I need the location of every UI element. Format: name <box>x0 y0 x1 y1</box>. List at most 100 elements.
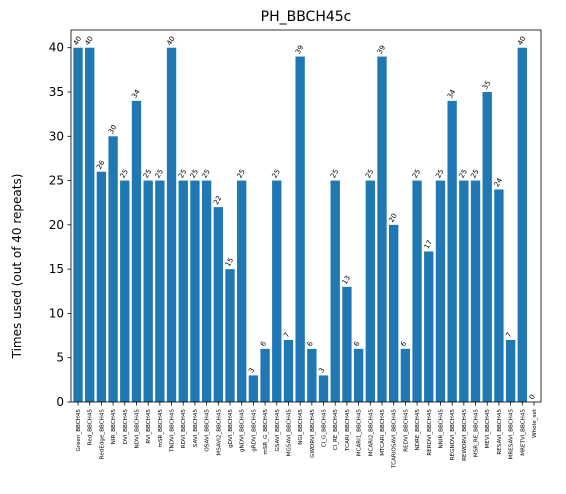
bar <box>178 180 188 402</box>
bar-value-label: 25 <box>177 168 188 180</box>
bar <box>201 180 212 402</box>
x-tick-label: REGNDVI_BBCH45 <box>450 409 456 461</box>
x-tick-label: gNDVI_BBCH45 <box>240 409 246 452</box>
bar <box>365 180 375 402</box>
bar <box>295 56 305 402</box>
x-tick-label: MSR_RE_BBCH45 <box>474 409 480 458</box>
x-tick-label: GSAVI_BBCH45 <box>275 409 281 452</box>
bar-value-label: 40 <box>165 35 176 47</box>
bar-value-label: 7 <box>504 331 513 339</box>
x-tick-label: MSAVI2_BBCH45 <box>216 409 222 456</box>
x-tick-label: MGSAVI_BBCH45 <box>286 409 292 457</box>
bar <box>400 348 411 402</box>
x-tick-label: CI_RE_BBCH45 <box>333 409 339 451</box>
x-tick-label: TCARIOSAVI_BBCH45 <box>392 409 398 469</box>
bar <box>143 180 153 402</box>
bar <box>318 375 329 402</box>
bar <box>108 136 118 403</box>
y-tick-label: 10 <box>49 306 64 320</box>
bar-value-label: 25 <box>200 168 211 180</box>
y-tick-label: 20 <box>49 218 64 232</box>
bar <box>272 180 282 402</box>
x-tick-label: NDVI_BBCH45 <box>134 409 140 449</box>
bar-value-label: 15 <box>224 256 235 268</box>
x-tick-label: Red_BBCH45 <box>88 409 94 446</box>
bar-value-label: 34 <box>446 88 458 100</box>
bar-value-label: 6 <box>399 340 408 348</box>
bar-value-label: 25 <box>434 168 445 180</box>
x-tick-label: MCARI2_BBCH45 <box>368 409 374 457</box>
y-tick-label: 40 <box>49 41 64 55</box>
bar <box>424 251 434 402</box>
x-tick-label: Whole_set <box>532 408 538 438</box>
bar-value-label: 22 <box>212 194 223 206</box>
bar-value-label: 20 <box>387 212 398 224</box>
x-tick-label: REDVI_BBCH45 <box>403 409 409 452</box>
x-tick-label: TNDVI_BBCH45 <box>170 409 176 453</box>
x-tick-label: gDVI_BBCH45 <box>228 409 234 448</box>
bar <box>190 180 200 402</box>
bar-value-label: 25 <box>411 168 422 180</box>
chart-title: PH_BBCH45c <box>261 9 352 25</box>
bar <box>377 56 387 402</box>
x-tick-label: NIR_BBCH45 <box>111 409 117 445</box>
x-tick-label: Green_BBCH45 <box>76 409 82 452</box>
bar <box>470 180 481 402</box>
x-axis: Green_BBCH45 Red_BBCH45 RedEdge_BBCH45 NIR_… <box>76 402 538 469</box>
x-tick-label: NNIR_BBCH45 <box>438 409 444 449</box>
bar-value-label: 25 <box>469 168 480 180</box>
y-axis-label: Times used (out of 40 repeats) <box>10 174 24 360</box>
x-tick-label: SAVI_BBCH45 <box>193 409 199 448</box>
bar <box>237 180 247 402</box>
bar-value-label: 6 <box>259 340 268 348</box>
bar-value-label: 35 <box>481 79 492 91</box>
x-tick-label: REWDRVI_BBCH45 <box>462 409 468 461</box>
y-axis: 0 5 10 15 20 25 30 35 40 <box>49 41 71 409</box>
bar-value-label: 40 <box>72 35 83 47</box>
bar <box>459 180 469 402</box>
x-tick-label: NGI_BBCH45 <box>298 409 304 445</box>
bars-group <box>73 47 527 403</box>
bar <box>435 180 446 402</box>
bar-value-label: 6 <box>306 340 315 348</box>
bar-value-label: 25 <box>142 168 153 180</box>
y-tick-label: 25 <box>49 174 64 188</box>
y-tick-label: 15 <box>49 262 64 276</box>
bar-value-label: 39 <box>294 44 305 56</box>
bar <box>248 375 259 402</box>
bar-value-label: 34 <box>130 88 142 100</box>
bar <box>353 348 364 402</box>
x-tick-label: RESAVI_BBCH45 <box>497 409 503 455</box>
bar-value-label: 25 <box>364 168 375 180</box>
bar-value-label: 39 <box>376 44 387 56</box>
bar <box>447 100 457 402</box>
x-tick-label: mSR_BBCH45 <box>158 409 164 448</box>
bar-value-label: 25 <box>329 168 340 180</box>
bar <box>73 47 83 402</box>
bar <box>482 92 492 402</box>
y-tick-label: 35 <box>49 85 64 99</box>
bar-value-label: 25 <box>189 168 200 180</box>
bar <box>120 180 130 402</box>
x-tick-label: RedEdge_BBCH45 <box>99 409 105 460</box>
bar <box>307 348 317 402</box>
x-tick-label: gRDVI_BBCH45 <box>251 409 257 452</box>
bar-value-label: 17 <box>423 239 434 251</box>
bar <box>225 269 235 402</box>
bar-value-label: 40 <box>516 35 527 47</box>
x-tick-label: OSAVI_BBCH45 <box>205 409 211 452</box>
x-tick-label: RDVI_BBCH45 <box>181 409 187 449</box>
bar <box>330 180 340 402</box>
bar <box>517 47 527 402</box>
x-tick-label: GWDRVI_BBCH45 <box>310 409 316 458</box>
x-tick-label: CI_G_BBCH45 <box>322 409 328 448</box>
bar <box>494 189 504 402</box>
x-tick-label: DVI_BBCH45 <box>123 409 129 445</box>
x-tick-label: mSR_G_BBCH45 <box>263 409 269 455</box>
bar-value-label: 13 <box>341 274 352 286</box>
x-tick-label: NDRE_BBCH45 <box>415 409 421 451</box>
bar <box>283 340 294 402</box>
x-tick-label: MRESAVI_BBCH45 <box>509 409 515 460</box>
y-tick-label: 5 <box>56 351 64 365</box>
